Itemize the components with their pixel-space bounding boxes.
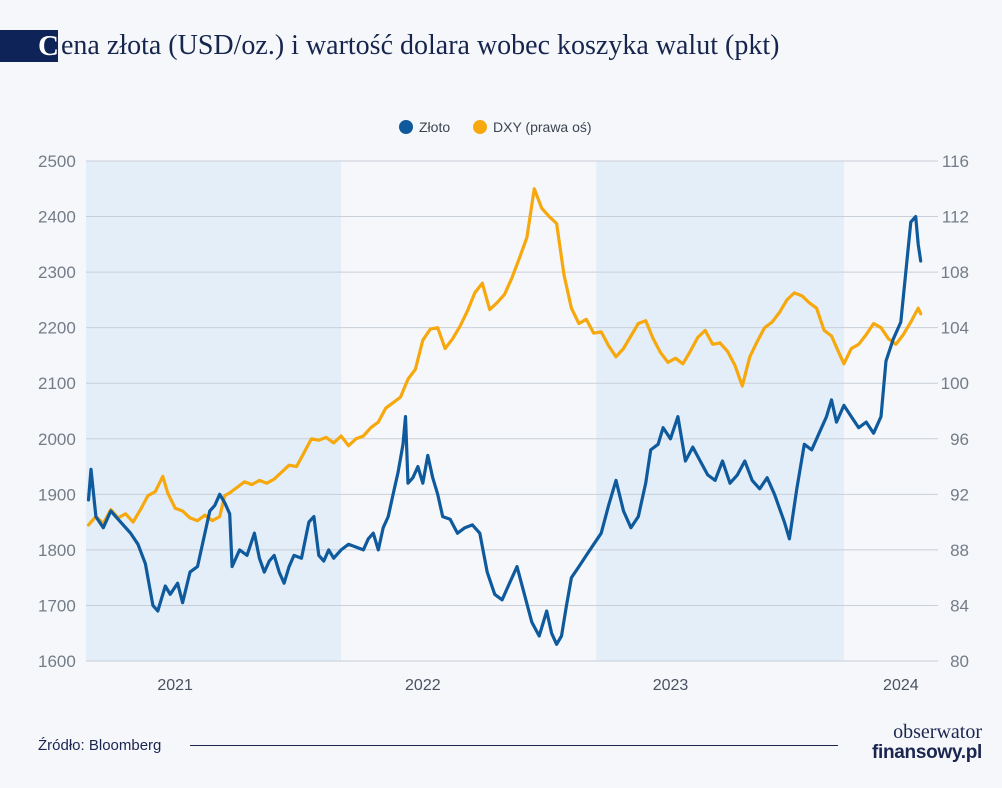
- left-tick-label: 2400: [38, 208, 76, 227]
- right-tick-label: 96: [950, 430, 969, 449]
- footer-divider: [190, 745, 838, 746]
- left-tick-label: 1900: [38, 485, 76, 504]
- x-tick-label: 2023: [653, 677, 689, 694]
- right-tick-label: 88: [950, 541, 969, 560]
- left-tick-label: 2200: [38, 319, 76, 338]
- publisher-logo: obserwator finansowy.pl: [852, 722, 982, 764]
- series-lines: [86, 187, 923, 646]
- left-tick-label: 2000: [38, 430, 76, 449]
- year-band-1: [596, 161, 844, 661]
- right-tick-label: 80: [950, 652, 969, 671]
- x-tick-label: 2024: [883, 677, 919, 694]
- year-bands: [86, 161, 844, 661]
- year-band-0: [86, 161, 342, 661]
- right-tick-label: 112: [942, 208, 969, 227]
- x-axis-ticks: 2021 2022 2023 2024: [157, 677, 918, 694]
- title-initial: C: [38, 30, 59, 62]
- right-axis-ticks: 80 84 88 92 96 100 104 108 112 116: [941, 152, 969, 671]
- right-tick-label: 84: [950, 596, 969, 615]
- legend-gold-marker: [399, 120, 413, 134]
- left-tick-label: 2100: [38, 374, 76, 393]
- chart-canvas: 1600 1700 1800 1900 2000 2100 2200 2300 2400 2500…: [38, 119, 969, 694]
- logo-top-text: obserwator: [893, 721, 982, 743]
- left-tick-label: 2300: [38, 263, 76, 282]
- gridlines: [86, 160, 938, 662]
- legend-dxy-label: DXY (prawa oś): [493, 119, 592, 135]
- right-tick-label: 92: [950, 485, 969, 504]
- right-tick-label: 108: [941, 263, 969, 282]
- legend-dxy-marker: [473, 120, 487, 134]
- left-tick-label: 1700: [38, 596, 76, 615]
- series-line-gold: [86, 215, 923, 646]
- left-axis-ticks: 1600 1700 1800 1900 2000 2100 2200 2300 2400 2500: [38, 152, 76, 671]
- right-tick-label: 116: [942, 152, 969, 171]
- chart-title: ena złota (USD/oz.) i wartość dolara wob…: [61, 30, 780, 61]
- series-line-dxy: [86, 187, 923, 527]
- left-tick-label: 2500: [38, 152, 76, 171]
- x-tick-label: 2022: [405, 677, 441, 694]
- source-note: Źródło: Bloomberg: [38, 737, 162, 754]
- right-tick-label: 100: [941, 374, 969, 393]
- right-tick-label: 104: [941, 319, 969, 338]
- x-tick-label: 2021: [157, 677, 193, 694]
- logo-bottom-text: finansowy.pl: [871, 742, 982, 763]
- left-tick-label: 1800: [38, 541, 76, 560]
- left-tick-label: 1600: [38, 652, 76, 671]
- legend: Złoto DXY (prawa oś): [399, 119, 592, 135]
- legend-gold-label: Złoto: [419, 119, 450, 135]
- title-accent-bar: [0, 30, 58, 62]
